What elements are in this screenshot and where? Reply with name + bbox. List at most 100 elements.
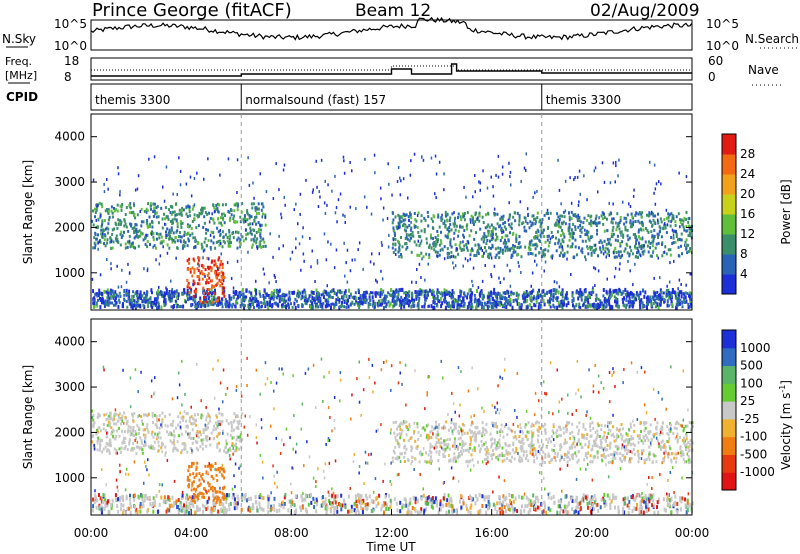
heatmap-cell	[418, 299, 420, 303]
heatmap-cell	[490, 246, 492, 250]
heatmap-cell	[409, 173, 412, 177]
heatmap-cell	[517, 293, 520, 297]
heatmap-cell	[343, 171, 346, 175]
heatmap-cell	[445, 214, 447, 218]
heatmap-cell	[109, 441, 112, 445]
heatmap-cell	[462, 248, 465, 252]
heatmap-cell	[152, 435, 155, 439]
heatmap-cell	[396, 225, 398, 229]
heatmap-cell	[641, 304, 644, 308]
heatmap-cell	[143, 498, 146, 503]
heatmap-cell	[316, 296, 319, 301]
heatmap-cell	[419, 510, 422, 515]
heatmap-cell	[335, 248, 338, 252]
heatmap-cell	[643, 249, 646, 253]
heatmap-cell	[608, 254, 610, 257]
heatmap-cell	[278, 299, 281, 304]
heatmap-cell	[192, 257, 195, 261]
heatmap-cell	[117, 294, 120, 298]
heatmap-cell	[111, 246, 114, 250]
heatmap-cell	[518, 494, 521, 499]
heatmap-cell	[94, 495, 97, 500]
heatmap-cell	[137, 494, 140, 499]
heatmap-cell	[571, 293, 574, 298]
heatmap-cell	[543, 502, 546, 507]
heatmap-cell	[670, 510, 673, 515]
heatmap-cell	[481, 279, 484, 283]
heatmap-cell	[646, 508, 648, 513]
heatmap-cell	[139, 504, 142, 509]
heatmap-cell	[319, 299, 322, 304]
heatmap-cell	[413, 303, 416, 308]
heatmap-cell	[301, 505, 304, 510]
heatmap-cell	[449, 222, 452, 226]
heatmap-cell	[680, 218, 683, 222]
heatmap-cell	[533, 295, 536, 300]
heatmap-cell	[634, 246, 637, 250]
cpid-segment-name: normalsound (fast) 157	[245, 93, 386, 107]
heatmap-cell	[656, 232, 659, 236]
heatmap-cell	[609, 211, 612, 215]
heatmap-cell	[191, 232, 194, 236]
heatmap-cell	[641, 505, 644, 510]
heatmap-cell	[501, 231, 503, 234]
heatmap-cell	[106, 296, 109, 300]
heatmap-cell	[299, 192, 302, 196]
heatmap-cell	[461, 247, 464, 251]
heatmap-cell	[680, 507, 682, 512]
heatmap-cell	[139, 436, 142, 440]
heatmap-cell	[221, 288, 224, 292]
heatmap-cell	[96, 303, 99, 308]
heatmap-cell	[141, 422, 144, 426]
heatmap-cell	[174, 299, 177, 303]
heatmap-cell	[332, 288, 335, 293]
heatmap-cell	[146, 496, 149, 501]
heatmap-cell	[256, 246, 259, 250]
heatmap-cell	[249, 231, 252, 235]
heatmap-cell	[520, 179, 522, 183]
heatmap-cell	[498, 495, 501, 500]
heatmap-cell	[126, 448, 129, 451]
heatmap-cell	[445, 503, 448, 507]
heatmap-cell	[657, 256, 659, 260]
heatmap-cell	[524, 297, 527, 302]
heatmap-cell	[348, 288, 350, 293]
heatmap-cell	[544, 240, 547, 244]
heatmap-cell	[226, 302, 229, 306]
heatmap-cell	[593, 507, 595, 512]
heatmap-cell	[400, 299, 403, 304]
heatmap-cell	[119, 222, 122, 226]
freq-tick-bottom: 8	[64, 70, 72, 84]
heatmap-cell	[122, 508, 125, 513]
heatmap-cell	[186, 450, 189, 454]
heatmap-cell	[640, 245, 643, 248]
heatmap-cell	[631, 215, 634, 219]
heatmap-cell	[506, 245, 509, 249]
heatmap-cell	[270, 296, 273, 300]
heatmap-cell	[344, 505, 347, 510]
heatmap-cell	[550, 289, 553, 294]
heatmap-cell	[443, 288, 446, 293]
heatmap-cell	[689, 299, 692, 304]
heatmap-cell	[667, 493, 670, 497]
heatmap-cell	[333, 508, 336, 513]
heatmap-cell	[394, 237, 397, 241]
heatmap-cell	[194, 510, 197, 515]
heatmap-cell	[559, 214, 562, 218]
heatmap-cell	[650, 304, 653, 308]
heatmap-cell	[487, 223, 490, 227]
heatmap-cell	[637, 493, 640, 498]
heatmap-cell	[212, 290, 215, 294]
heatmap-cell	[658, 230, 661, 234]
heatmap-cell	[590, 214, 593, 218]
heatmap-cell	[496, 303, 499, 307]
heatmap-cell	[559, 234, 562, 238]
heatmap-cell	[342, 213, 344, 217]
heatmap-cell	[632, 283, 634, 287]
heatmap-cell	[223, 276, 226, 280]
heatmap-cell	[652, 214, 655, 218]
heatmap-cell	[333, 266, 336, 270]
heatmap-cell	[179, 305, 182, 308]
heatmap-cell	[539, 233, 542, 237]
heatmap-cell	[198, 264, 200, 268]
